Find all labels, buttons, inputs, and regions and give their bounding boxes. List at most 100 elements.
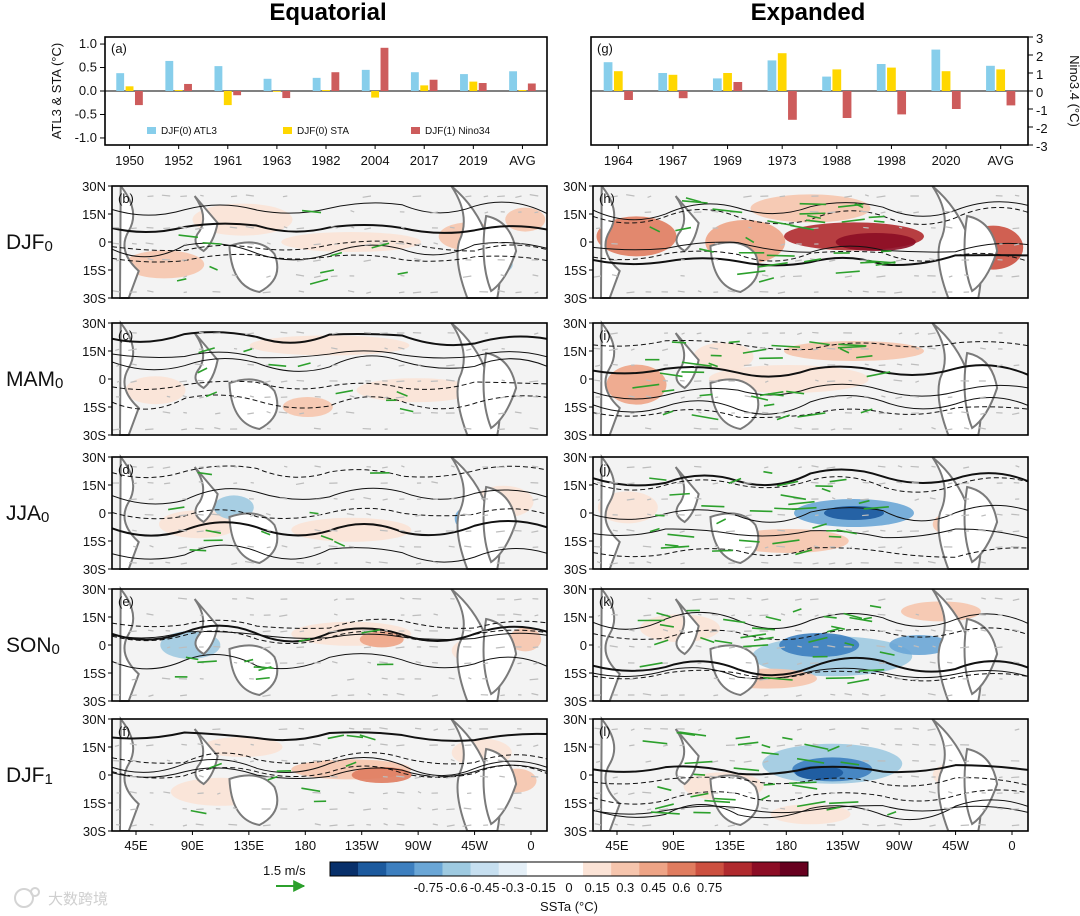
land-outline xyxy=(228,644,279,697)
sst-anomaly xyxy=(889,635,950,655)
wind-vector xyxy=(299,412,305,415)
legend-swatch xyxy=(283,127,292,134)
wind-vector xyxy=(947,482,953,485)
wind-vector xyxy=(396,791,405,794)
wind-vector xyxy=(609,332,618,335)
wind-vector xyxy=(714,242,719,245)
wind-vector xyxy=(813,348,819,351)
wind-vector xyxy=(645,760,652,763)
significant-wind-vector xyxy=(302,209,322,214)
wind-vector xyxy=(880,211,886,214)
wind-vector xyxy=(381,677,388,680)
wind-vector xyxy=(462,275,472,278)
wind-vector xyxy=(146,744,154,747)
wind-vector xyxy=(1012,598,1020,602)
significant-wind-vector xyxy=(782,736,793,741)
wind-vector xyxy=(797,645,802,648)
y-tick-label: 3 xyxy=(1036,31,1043,46)
wind-vector xyxy=(247,412,254,415)
wind-vector xyxy=(797,348,802,351)
lat-tick-label: 30S xyxy=(83,824,106,839)
significant-wind-vector xyxy=(708,362,718,368)
wind-vector xyxy=(366,291,372,294)
significant-wind-vector xyxy=(309,511,319,515)
wind-vector xyxy=(266,427,271,430)
wind-vector xyxy=(960,646,970,649)
wind-vector xyxy=(363,259,372,262)
wind-vector xyxy=(980,561,986,564)
lat-tick-label: 30S xyxy=(564,291,587,306)
y-tick-label: -2 xyxy=(1036,121,1048,136)
wind-vector xyxy=(178,225,188,229)
significant-wind-vector xyxy=(821,487,831,493)
significant-wind-vector xyxy=(792,784,818,790)
wind-vector xyxy=(262,630,271,633)
wind-vector xyxy=(744,677,752,680)
wind-vector xyxy=(533,744,539,748)
significant-wind-vector xyxy=(737,741,759,746)
wind-vector xyxy=(794,744,802,747)
title-equatorial: Equatorial xyxy=(269,0,386,26)
significant-wind-vector xyxy=(772,539,800,545)
wind-vector xyxy=(626,529,635,532)
wind-vector xyxy=(148,694,154,697)
significant-wind-vector xyxy=(649,527,660,533)
wind-vector xyxy=(347,824,355,827)
significant-wind-vector xyxy=(209,265,218,271)
significant-wind-vector xyxy=(664,543,679,547)
land-outline xyxy=(482,214,518,293)
wind-vector xyxy=(642,693,652,696)
wind-vector xyxy=(714,824,719,827)
wind-vector xyxy=(946,694,953,697)
colorbar-tick-label: 0.6 xyxy=(672,880,690,895)
bar xyxy=(223,91,232,106)
wind-vector xyxy=(384,629,388,632)
wind-vector xyxy=(877,465,886,468)
x-tick-label: 1964 xyxy=(604,153,633,168)
wind-vector xyxy=(944,744,953,747)
bar xyxy=(125,86,134,91)
wind-vector xyxy=(283,226,288,229)
wind-vector xyxy=(432,823,439,826)
colorbar-segment xyxy=(695,862,724,876)
significant-wind-vector xyxy=(190,809,207,815)
significant-wind-vector xyxy=(856,355,873,359)
significant-wind-vector xyxy=(399,407,414,413)
wind-vector xyxy=(697,290,702,293)
wind-vector xyxy=(861,727,869,730)
wind-vector xyxy=(217,792,221,795)
significant-wind-vector xyxy=(807,214,821,220)
significant-wind-vector xyxy=(320,535,334,541)
wind-vector xyxy=(729,776,735,779)
bar xyxy=(941,71,951,91)
lat-tick-label: 30N xyxy=(82,316,106,331)
significant-wind-vector xyxy=(675,226,692,232)
wind-vector xyxy=(262,291,271,294)
bar xyxy=(777,53,787,91)
wind-vector xyxy=(647,597,652,600)
wind-vector xyxy=(328,630,338,633)
wind-vector xyxy=(862,823,869,826)
lon-tick-label: 135E xyxy=(234,838,265,853)
significant-wind-vector xyxy=(654,639,669,646)
panel-tag: (k) xyxy=(599,594,614,609)
wind-vector xyxy=(608,348,618,352)
wind-vector xyxy=(149,545,154,548)
contour-line xyxy=(593,764,1028,776)
wind-vector xyxy=(812,331,819,334)
wind-vector xyxy=(414,776,422,779)
significant-wind-vector xyxy=(197,367,208,374)
wind-vector xyxy=(862,290,869,293)
wind-vector xyxy=(529,678,539,681)
significant-wind-vector xyxy=(795,549,813,556)
wind-vector xyxy=(417,807,422,810)
wind-vector xyxy=(298,808,305,811)
lat-tick-label: 15N xyxy=(563,478,587,493)
wind-vector xyxy=(529,380,539,383)
bar xyxy=(174,90,183,91)
contour-line xyxy=(112,507,547,520)
wind-vector xyxy=(367,744,372,747)
significant-wind-vector xyxy=(847,678,870,685)
land-outline xyxy=(599,186,621,299)
wind-vector xyxy=(414,629,422,632)
